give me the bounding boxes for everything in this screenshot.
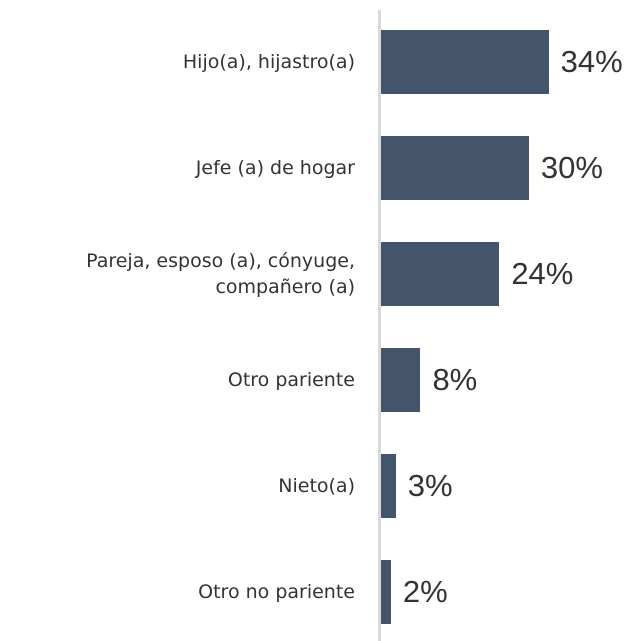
value-label: 34% bbox=[560, 44, 623, 79]
value-label: 3% bbox=[407, 468, 453, 503]
value-label: 8% bbox=[432, 362, 478, 397]
bar bbox=[381, 454, 396, 518]
bar bbox=[381, 242, 500, 306]
axis-line bbox=[378, 10, 381, 641]
value-label: 24% bbox=[511, 256, 574, 291]
bar bbox=[381, 348, 421, 412]
category-label: Otro pariente bbox=[227, 369, 355, 391]
category-label: Hijo(a), hijastro(a) bbox=[182, 51, 355, 73]
bar bbox=[381, 136, 529, 200]
bar bbox=[381, 560, 391, 624]
category-label: Nieto(a) bbox=[278, 475, 355, 497]
category-label: Jefe (a) de hogar bbox=[195, 157, 355, 179]
category-label: Pareja, esposo (a), cónyuge, compañero (… bbox=[86, 250, 355, 298]
value-label: 30% bbox=[540, 150, 603, 185]
category-label: Otro no pariente bbox=[198, 581, 355, 603]
bar bbox=[381, 30, 549, 94]
value-label: 2% bbox=[402, 574, 448, 609]
